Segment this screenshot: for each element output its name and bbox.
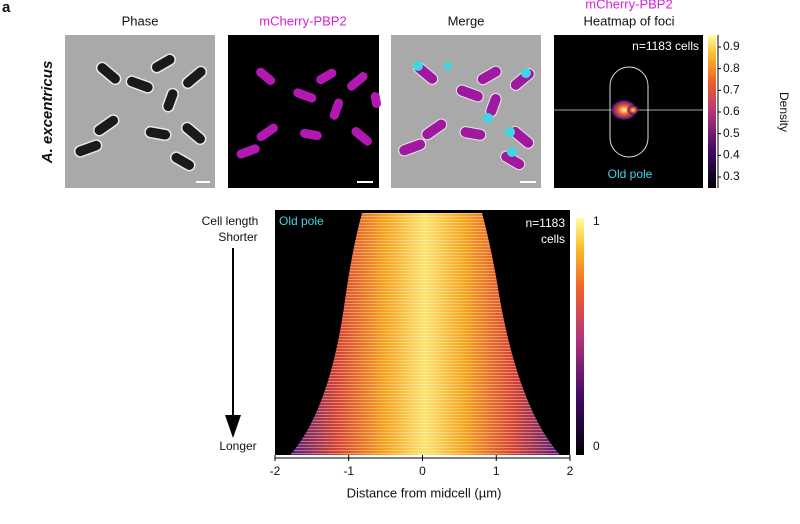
x-axis-label: Distance from midcell (µm) — [347, 485, 502, 500]
colorbar-label: Density — [777, 92, 791, 132]
colorbar-tick-label: 0.4 — [723, 148, 740, 162]
cell-count: n=1183 — [526, 216, 566, 230]
merge-image — [391, 35, 541, 188]
image-title: mCherry-PBP2 — [585, 0, 672, 11]
x-tick-label: 2 — [567, 464, 574, 478]
phase-image — [65, 35, 215, 188]
pole-label: Old pole — [608, 167, 653, 181]
colorbar-tick-label: 0.6 — [723, 104, 740, 118]
image-title: Heatmap of foci — [583, 13, 674, 28]
x-tick-label: 0 — [419, 464, 426, 478]
x-tick-label: -1 — [343, 464, 354, 478]
colorbar-tick-label: 1 — [593, 214, 600, 228]
colorbar-tick-label: 0.7 — [723, 83, 740, 97]
axis-note: Cell length — [202, 214, 259, 228]
arrow-head — [225, 415, 241, 438]
kymograph-image — [275, 210, 570, 455]
x-tick-label: 1 — [493, 464, 500, 478]
x-tick-label: -2 — [270, 464, 281, 478]
cell-count: cells — [541, 232, 565, 246]
foci-heatmap — [554, 35, 703, 188]
colorbar-tick-label: 0.9 — [723, 39, 740, 53]
panel-label: a — [2, 0, 11, 16]
colorbar-tick-label: 0.3 — [723, 169, 740, 183]
image-title: Phase — [122, 13, 159, 28]
colorbar — [708, 35, 716, 188]
fluorescence-image — [228, 35, 381, 188]
colorbar-tick-label: 0.5 — [723, 126, 740, 140]
colorbar-tick-label: 0 — [593, 439, 600, 453]
colorbar-tick-label: 0.8 — [723, 61, 740, 75]
cell-count: n=1183 cells — [632, 39, 699, 53]
colorbar — [576, 218, 584, 455]
pole-label: Old pole — [279, 214, 324, 228]
axis-note: Shorter — [218, 230, 257, 244]
axis-note: Longer — [219, 439, 256, 453]
strain-label: A. excentricus — [39, 61, 56, 165]
image-title: mCherry-PBP2 — [259, 13, 346, 28]
image-title: Merge — [448, 13, 485, 28]
